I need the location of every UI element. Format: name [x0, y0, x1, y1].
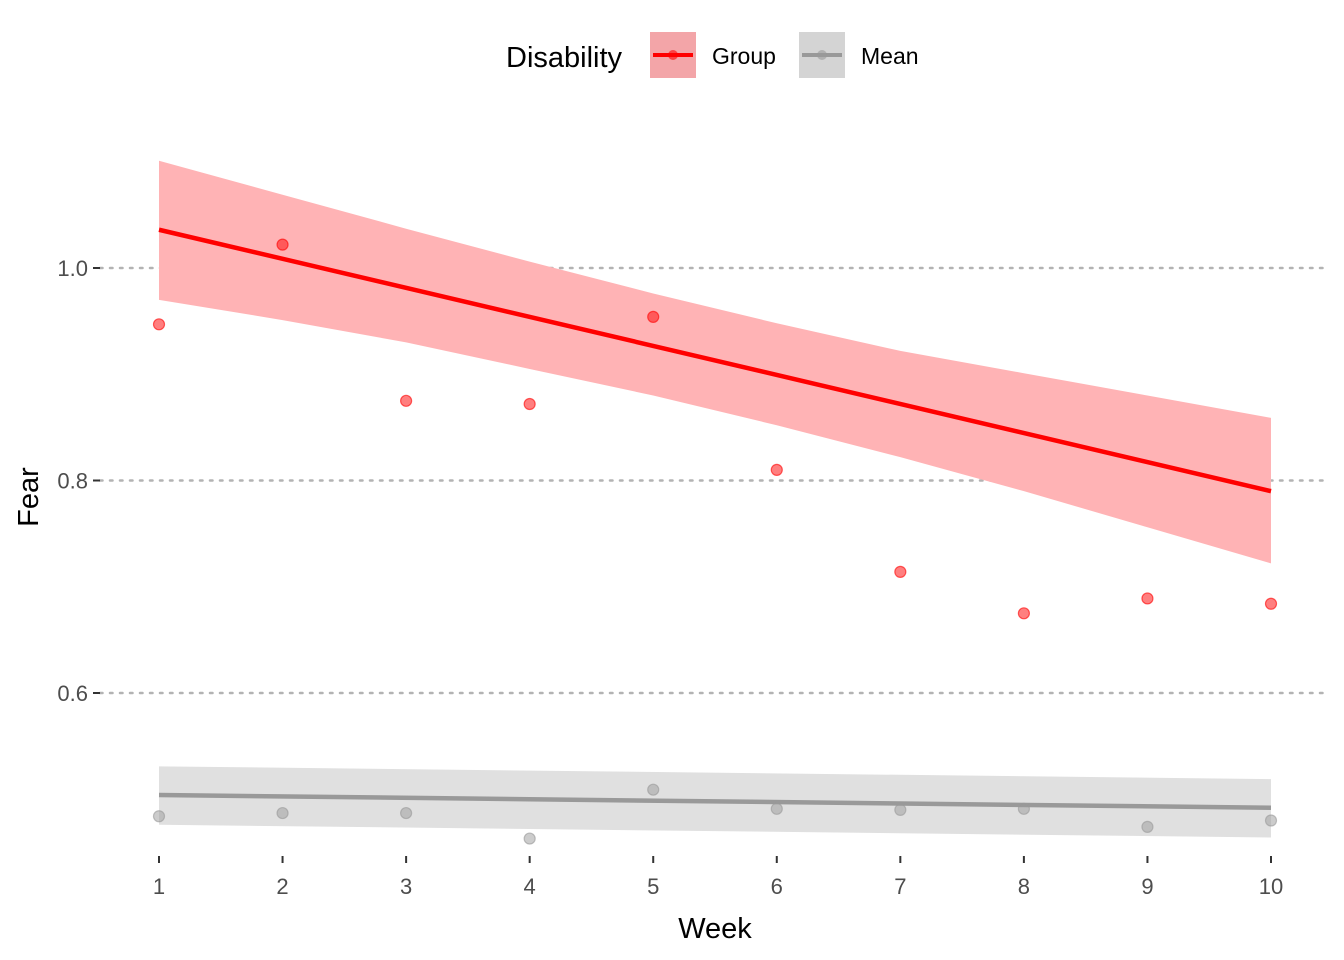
point-mean: [1264, 814, 1278, 827]
y-axis-title: Fear: [13, 467, 45, 527]
x-tick-label: 4: [524, 874, 536, 899]
point-group: [1264, 597, 1278, 610]
y-tick-label: 0.6: [57, 681, 88, 706]
x-tick-label: 10: [1259, 874, 1283, 899]
point-group: [894, 565, 907, 578]
x-axis-ticks: 1 2 3 4 5 6 7 8 9 10: [153, 856, 1283, 899]
point-group: [770, 463, 783, 476]
point-group: [647, 310, 660, 323]
legend-point-mean: [817, 50, 827, 60]
y-tick-label: 0.8: [57, 469, 88, 494]
legend-label-group: Group: [712, 43, 776, 69]
point-group: [1141, 592, 1154, 605]
legend-label-mean: Mean: [861, 43, 919, 69]
point-mean: [152, 810, 166, 823]
x-tick-label: 2: [276, 874, 288, 899]
trend-line-group: [158, 227, 1272, 494]
x-axis-title: Week: [678, 913, 752, 945]
x-tick-label: 3: [400, 874, 412, 899]
point-group: [152, 318, 166, 331]
point-mean: [400, 806, 413, 820]
point-mean: [770, 802, 783, 815]
y-tick-label: 1.0: [57, 256, 88, 281]
legend-item-mean: Mean: [799, 32, 919, 78]
legend: Disability Group Mean: [506, 32, 919, 78]
x-tick-label: 9: [1141, 874, 1153, 899]
point-mean: [1017, 802, 1030, 815]
point-mean: [894, 803, 907, 816]
legend-point-group: [668, 50, 678, 60]
legend-item-group: Group: [650, 32, 776, 78]
point-mean: [276, 806, 289, 820]
trend-line-mean: [158, 792, 1272, 810]
data-points: [152, 238, 1278, 845]
point-group: [1017, 607, 1030, 620]
legend-title: Disability: [506, 42, 623, 74]
x-tick-label: 5: [647, 874, 659, 899]
point-mean: [647, 783, 660, 796]
point-mean: [1141, 820, 1154, 833]
point-group: [523, 397, 536, 411]
x-tick-label: 6: [771, 874, 783, 899]
point-mean: [523, 832, 536, 845]
point-group: [276, 238, 289, 251]
x-tick-label: 8: [1018, 874, 1030, 899]
x-tick-label: 1: [153, 874, 165, 899]
confidence-bands: [159, 160, 1271, 838]
point-group: [400, 394, 413, 407]
x-tick-label: 7: [894, 874, 906, 899]
y-axis-ticks: 0.6 0.8 1.0: [57, 256, 100, 706]
trend-lines: [158, 227, 1272, 810]
